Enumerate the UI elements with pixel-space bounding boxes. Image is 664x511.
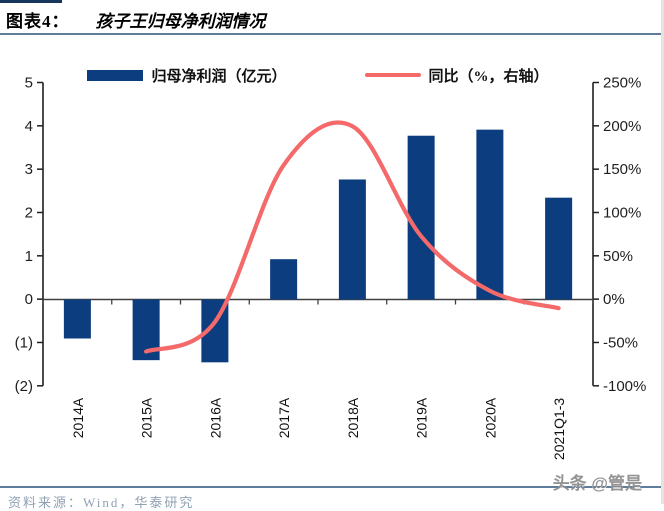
screenshot-right-edge <box>661 0 664 504</box>
legend-item-net-profit: 归母净利润（亿元） <box>87 65 287 86</box>
left-axis-tick-label: 3 <box>25 161 33 178</box>
net-profit-bar-2014A <box>63 299 91 339</box>
x-axis-label-2019A: 2019A <box>414 397 430 438</box>
x-axis-label-2017A: 2017A <box>276 397 292 438</box>
left-axis-tick-label: 1 <box>25 248 33 265</box>
legend-label-net-profit: 归母净利润（亿元） <box>151 68 287 85</box>
line-series-swatch-icon <box>364 73 421 77</box>
left-axis-tick-label: 4 <box>25 118 33 135</box>
figure-title: 孩子王归母净利润情况 <box>95 12 266 31</box>
left-axis-tick-label: 2 <box>25 204 33 221</box>
header-divider-line <box>0 33 664 35</box>
chart-legend: 归母净利润（亿元） 同比（%，右轴） <box>43 62 593 88</box>
x-axis-label-2020A: 2020A <box>482 397 498 438</box>
net-profit-bar-2019A <box>407 135 435 300</box>
left-axis-tick-label: 0 <box>25 291 33 308</box>
figure-caption: 图表4： 孩子王归母净利润情况 <box>6 7 656 32</box>
right-axis-tick-label: 150% <box>603 161 641 178</box>
source-note: 资料来源：Wind，华泰研究 <box>8 495 195 510</box>
left-axis-tick-label: (1) <box>15 334 33 351</box>
right-axis-tick-label: 250% <box>603 75 641 92</box>
x-axis-label-2015A: 2015A <box>139 397 155 438</box>
yoy-growth-line <box>144 120 561 354</box>
net-profit-bar-2017A <box>270 259 298 300</box>
x-axis-label-2018A: 2018A <box>345 397 361 438</box>
right-axis-tick-label: -50% <box>603 334 638 351</box>
net-profit-bar-2018A <box>338 179 366 300</box>
left-axis-tick-label: (2) <box>15 378 33 395</box>
left-axis-tick-label: 5 <box>25 75 33 92</box>
right-axis-tick-label: 0% <box>603 291 625 308</box>
toutiao-watermark: 头条 @管是 <box>552 474 642 493</box>
right-axis-tick-label: 100% <box>603 204 641 221</box>
legend-item-yoy: 同比（%，右轴） <box>364 65 549 86</box>
net-profit-bar-2021Q1-3 <box>545 197 573 300</box>
x-axis-label-2016A: 2016A <box>207 397 223 438</box>
x-axis-label-2014A: 2014A <box>70 397 86 438</box>
x-axis-label-2021Q1-3: 2021Q1-3 <box>551 398 567 460</box>
caption-top-accent-bar <box>0 0 62 3</box>
bar-series-swatch-icon <box>87 69 144 81</box>
footer-divider-line <box>0 486 664 488</box>
right-axis-tick-label: 50% <box>603 248 633 265</box>
right-axis-tick-label: 200% <box>603 118 641 135</box>
figure-label: 图表4： <box>6 12 70 31</box>
legend-label-yoy: 同比（%，右轴） <box>428 68 549 85</box>
net-profit-bar-2020A <box>476 129 504 300</box>
right-axis-tick-label: -100% <box>603 378 646 395</box>
